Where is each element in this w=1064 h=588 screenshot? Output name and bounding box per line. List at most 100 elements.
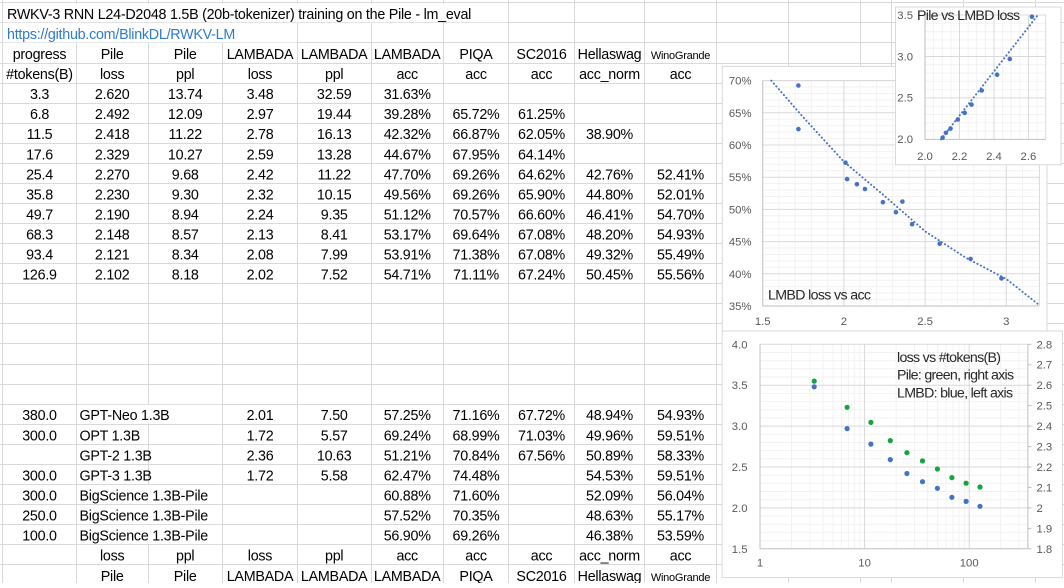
svg-text:11.5: 11.5 [27, 127, 53, 143]
svg-text:42.76%: 42.76% [586, 167, 634, 183]
svg-text:2.121: 2.121 [95, 248, 130, 264]
svg-text:48.63%: 48.63% [586, 509, 634, 525]
svg-text:44.67%: 44.67% [384, 147, 432, 163]
svg-text:50.45%: 50.45% [586, 268, 634, 284]
svg-text:59.51%: 59.51% [657, 428, 705, 444]
svg-text:loss: loss [100, 67, 125, 83]
svg-text:19.44: 19.44 [317, 107, 352, 123]
svg-text:69.24%: 69.24% [384, 428, 432, 444]
svg-text:74.48%: 74.48% [453, 468, 501, 484]
svg-text:55.49%: 55.49% [657, 248, 705, 264]
svg-text:55.56%: 55.56% [657, 268, 705, 284]
svg-text:45%: 45% [729, 237, 752, 249]
svg-text:9.30: 9.30 [172, 187, 199, 203]
svg-text:Pile: Pile [101, 47, 124, 63]
svg-text:300.0: 300.0 [22, 489, 57, 505]
svg-text:69.26%: 69.26% [453, 187, 501, 203]
svg-text:10.15: 10.15 [317, 187, 352, 203]
svg-text:LAMBADA: LAMBADA [227, 47, 294, 63]
svg-text:6.8: 6.8 [30, 107, 49, 123]
svg-text:#tokens(B): #tokens(B) [6, 67, 73, 83]
svg-text:53.17%: 53.17% [384, 228, 432, 244]
svg-text:2.5: 2.5 [897, 93, 913, 105]
svg-text:2.5: 2.5 [1037, 401, 1053, 413]
svg-text:BigScience 1.3B-Pile: BigScience 1.3B-Pile [80, 529, 209, 545]
svg-text:Pile vs LMBD loss: Pile vs LMBD loss [917, 8, 1020, 24]
svg-text:1.9: 1.9 [1037, 523, 1053, 535]
svg-text:380.0: 380.0 [22, 408, 57, 424]
svg-text:9.35: 9.35 [321, 208, 348, 224]
svg-text:2.4: 2.4 [1037, 421, 1053, 433]
svg-text:8.57: 8.57 [172, 228, 199, 244]
svg-text:acc: acc [670, 549, 692, 565]
svg-text:3.48: 3.48 [247, 87, 274, 103]
svg-text:GPT-2 1.3B: GPT-2 1.3B [80, 448, 152, 464]
svg-text:8.34: 8.34 [172, 248, 199, 264]
svg-text:250.0: 250.0 [22, 509, 57, 525]
svg-text:OPT 1.3B: OPT 1.3B [80, 428, 141, 444]
svg-text:56.90%: 56.90% [384, 529, 432, 545]
svg-text:62.47%: 62.47% [384, 468, 432, 484]
svg-text:48.20%: 48.20% [586, 228, 634, 244]
svg-text:42.32%: 42.32% [384, 127, 432, 143]
svg-text:68.99%: 68.99% [453, 428, 501, 444]
svg-text:2.329: 2.329 [95, 147, 130, 163]
svg-text:7.52: 7.52 [321, 268, 348, 284]
svg-text:Pile: Pile [101, 569, 124, 583]
svg-text:48.94%: 48.94% [586, 408, 634, 424]
svg-text:2.0: 2.0 [732, 503, 748, 515]
svg-text:66.60%: 66.60% [518, 208, 566, 224]
svg-text:1.8: 1.8 [1037, 544, 1053, 556]
svg-text:40%: 40% [729, 269, 752, 281]
svg-text:ppl: ppl [325, 549, 343, 565]
svg-text:progress: progress [13, 47, 67, 63]
svg-text:57.25%: 57.25% [384, 408, 432, 424]
svg-text:BigScience 1.3B-Pile: BigScience 1.3B-Pile [80, 489, 209, 505]
svg-text:67.72%: 67.72% [518, 408, 566, 424]
svg-text:2.0: 2.0 [897, 134, 913, 146]
svg-text:ppl: ppl [325, 67, 343, 83]
svg-text:55.17%: 55.17% [657, 509, 705, 525]
svg-text:67.08%: 67.08% [518, 228, 566, 244]
svg-text:2.02: 2.02 [247, 268, 274, 284]
svg-text:loss vs #tokens(B): loss vs #tokens(B) [897, 350, 1000, 366]
svg-text:52.41%: 52.41% [657, 167, 705, 183]
svg-text:2.190: 2.190 [95, 208, 130, 224]
svg-text:2.59: 2.59 [247, 147, 274, 163]
svg-text:WinoGrande: WinoGrande [651, 572, 710, 583]
svg-text:10.63: 10.63 [317, 448, 352, 464]
svg-text:70%: 70% [729, 76, 752, 88]
svg-text:35%: 35% [729, 301, 752, 313]
svg-text:SC2016: SC2016 [516, 569, 566, 583]
svg-text:2.24: 2.24 [247, 208, 274, 224]
svg-text:2.6: 2.6 [1021, 151, 1037, 163]
svg-text:54.71%: 54.71% [384, 268, 432, 284]
svg-text:68.3: 68.3 [26, 228, 53, 244]
svg-text:7.99: 7.99 [321, 248, 348, 264]
svg-text:2.13: 2.13 [247, 228, 274, 244]
svg-text:3.5: 3.5 [897, 10, 913, 22]
svg-text:2.418: 2.418 [95, 127, 130, 143]
svg-text:acc_norm: acc_norm [579, 549, 640, 565]
svg-text:1.5: 1.5 [732, 544, 748, 556]
svg-text:acc: acc [396, 549, 418, 565]
svg-text:1: 1 [757, 558, 763, 570]
svg-text:70.84%: 70.84% [453, 448, 501, 464]
svg-text:3.0: 3.0 [732, 421, 748, 433]
svg-text:67.08%: 67.08% [518, 248, 566, 264]
svg-text:93.4: 93.4 [26, 248, 53, 264]
svg-text:2.97: 2.97 [247, 107, 274, 123]
svg-text:2.7: 2.7 [1037, 360, 1053, 372]
svg-text:2.2: 2.2 [952, 151, 968, 163]
svg-text:49.96%: 49.96% [586, 428, 634, 444]
svg-text:54.70%: 54.70% [657, 208, 705, 224]
svg-text:11.22: 11.22 [317, 167, 351, 183]
svg-text:SC2016: SC2016 [516, 47, 566, 63]
svg-text:5.58: 5.58 [321, 468, 348, 484]
svg-text:55%: 55% [729, 172, 752, 184]
svg-text:4.0: 4.0 [732, 339, 748, 351]
svg-text:2.620: 2.620 [95, 87, 130, 103]
svg-text:39.28%: 39.28% [384, 107, 432, 123]
svg-text:56.04%: 56.04% [657, 489, 705, 505]
svg-text:Hellaswag: Hellaswag [578, 569, 642, 583]
